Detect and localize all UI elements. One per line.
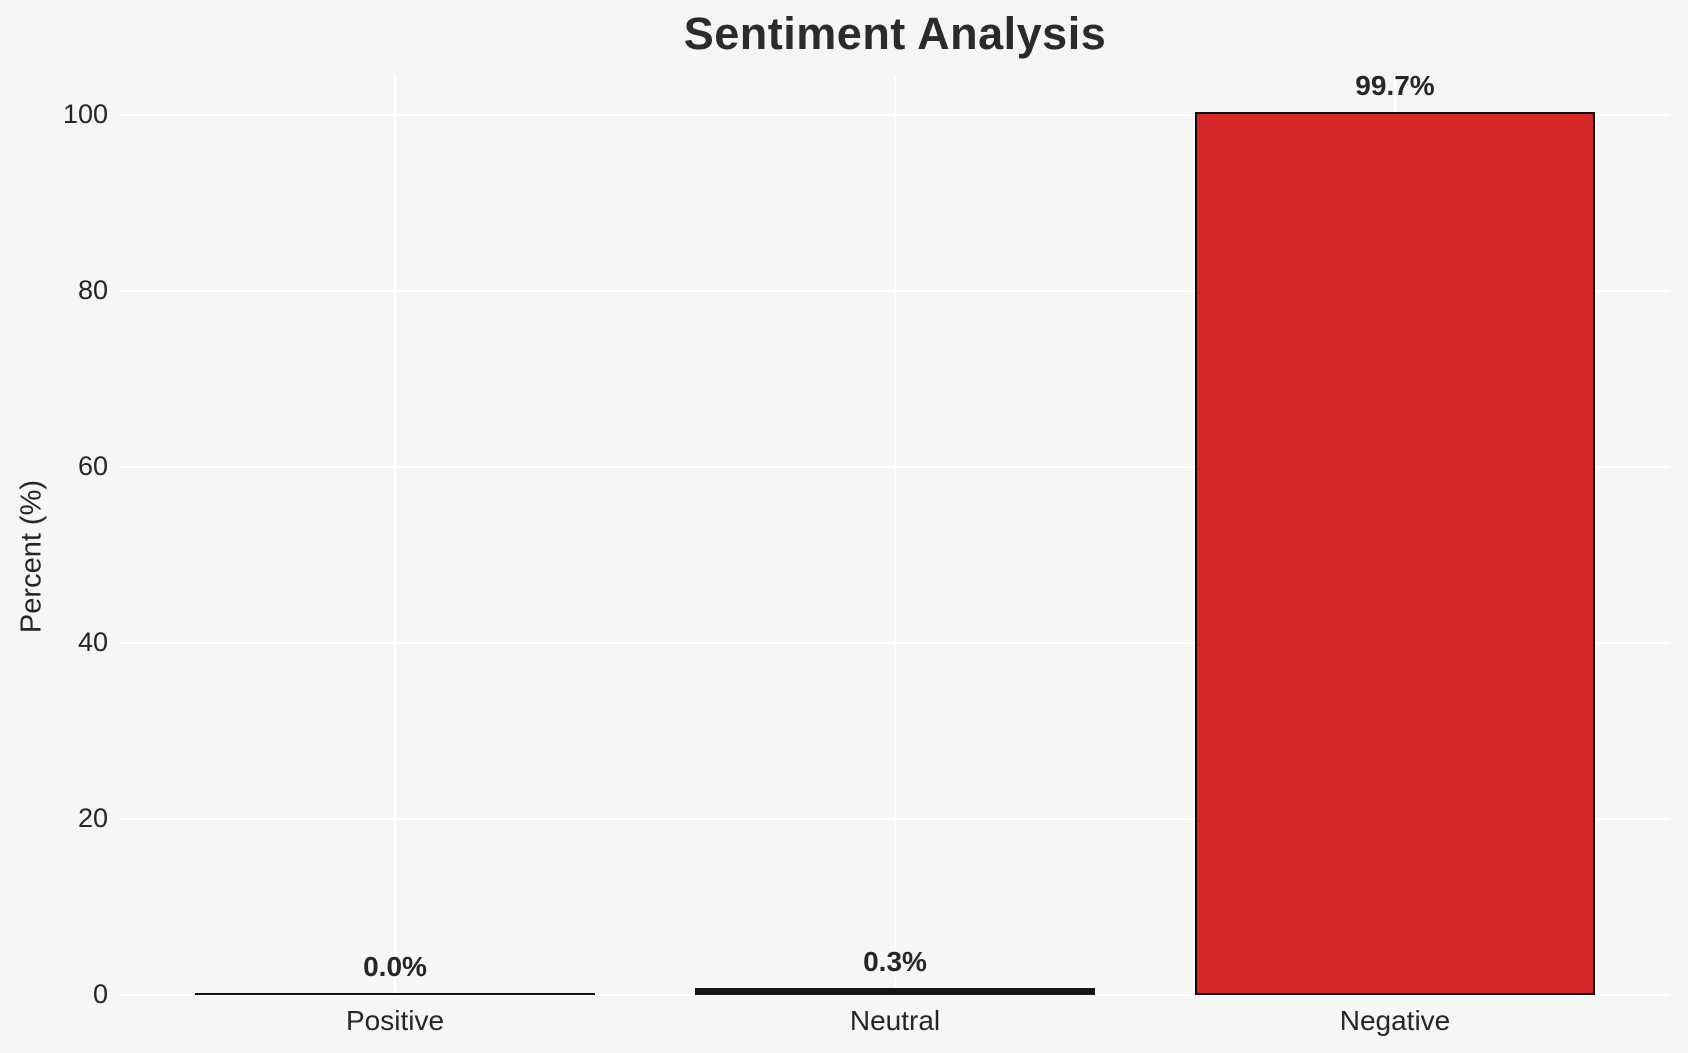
y-tick-label-40: 40 <box>77 626 108 657</box>
chart-title: Sentiment Analysis <box>683 8 1107 59</box>
y-tick-label-100: 100 <box>62 98 108 129</box>
value-label-negative: 99.7% <box>1355 70 1435 102</box>
v-gridline-neutral <box>894 75 896 995</box>
y-tick-label-80: 80 <box>77 274 108 305</box>
value-label-neutral: 0.3% <box>863 946 927 978</box>
x-tick-label-positive: Positive <box>345 1005 445 1036</box>
h-gridline-0 <box>120 994 1670 996</box>
bar-neutral <box>695 988 1095 995</box>
v-gridline-positive <box>394 75 396 995</box>
value-label-positive: 0.0% <box>363 950 427 982</box>
x-tick-label-negative: Negative <box>1339 1005 1451 1036</box>
y-axis-label: Percent (%) <box>15 479 48 634</box>
bar-positive <box>195 992 595 995</box>
y-tick-label-0: 0 <box>92 979 108 1009</box>
bar-negative <box>1195 112 1595 995</box>
y-tick-label-20: 20 <box>77 802 108 833</box>
y-tick-label-60: 60 <box>77 450 108 481</box>
plot-area: 0 20 40 60 80 100 0.0% Positive 0.3% Neutral 99.7%… <box>63 70 1670 1036</box>
x-tick-label-neutral: Neutral <box>849 1005 941 1036</box>
